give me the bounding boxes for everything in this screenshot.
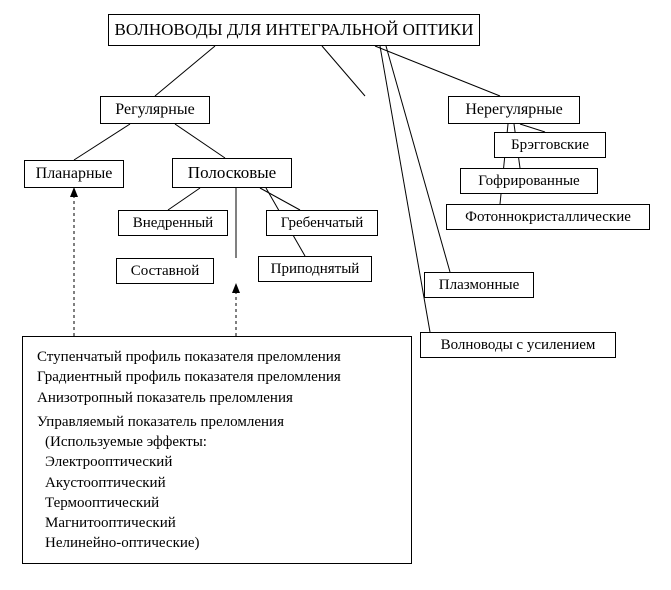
node-corrugated: Гофрированные	[460, 168, 598, 194]
detail-line-7: Термооптический	[37, 493, 399, 513]
edge-2	[375, 46, 500, 96]
detail-line-0: Ступенчатый профиль показателя преломлен…	[37, 347, 399, 367]
node-gain: Волноводы с усилением	[420, 332, 616, 358]
refractive-index-profile-box: Ступенчатый профиль показателя преломлен…	[22, 336, 412, 564]
node-embedded: Внедренный	[118, 210, 228, 236]
node-irregular: Нерегулярные	[448, 96, 580, 124]
node-photonic: Фотоннокристаллические	[446, 204, 650, 230]
edge-6	[175, 124, 225, 158]
diagram-canvas: ВОЛНОВОДЫ ДЛЯ ИНТЕГРАЛЬНОЙ ОПТИКИ Регуляр…	[0, 0, 671, 590]
node-root: ВОЛНОВОДЫ ДЛЯ ИНТЕГРАЛЬНОЙ ОПТИКИ	[108, 14, 480, 46]
node-composite: Составной	[116, 258, 214, 284]
edge-4	[386, 46, 450, 272]
detail-line-3: Управляемый показатель преломления	[37, 412, 399, 432]
node-strip: Полосковые	[172, 158, 292, 188]
edge-5	[74, 124, 130, 160]
detail-line-4: (Используемые эффекты:	[37, 432, 399, 452]
edge-1	[322, 46, 365, 96]
node-plasmon: Плазмонные	[424, 272, 534, 298]
node-comb: Гребенчатый	[266, 210, 378, 236]
edge-3	[380, 46, 430, 332]
detail-line-6: Акустооптический	[37, 473, 399, 493]
edge-7	[168, 188, 200, 210]
edge-9	[260, 188, 300, 210]
detail-line-1: Градиентный профиль показателя преломлен…	[37, 367, 399, 387]
detail-line-5: Электрооптический	[37, 452, 399, 472]
node-regular: Регулярные	[100, 96, 210, 124]
node-planar: Планарные	[24, 160, 124, 188]
edge-0	[155, 46, 215, 96]
detail-line-2: Анизотропный показатель преломления	[37, 388, 399, 408]
detail-line-8: Магнитооптический	[37, 513, 399, 533]
detail-line-9: Нелинейно-оптические)	[37, 533, 399, 553]
node-bragg: Брэгговские	[494, 132, 606, 158]
node-raised: Приподнятый	[258, 256, 372, 282]
edge-11	[520, 124, 545, 132]
